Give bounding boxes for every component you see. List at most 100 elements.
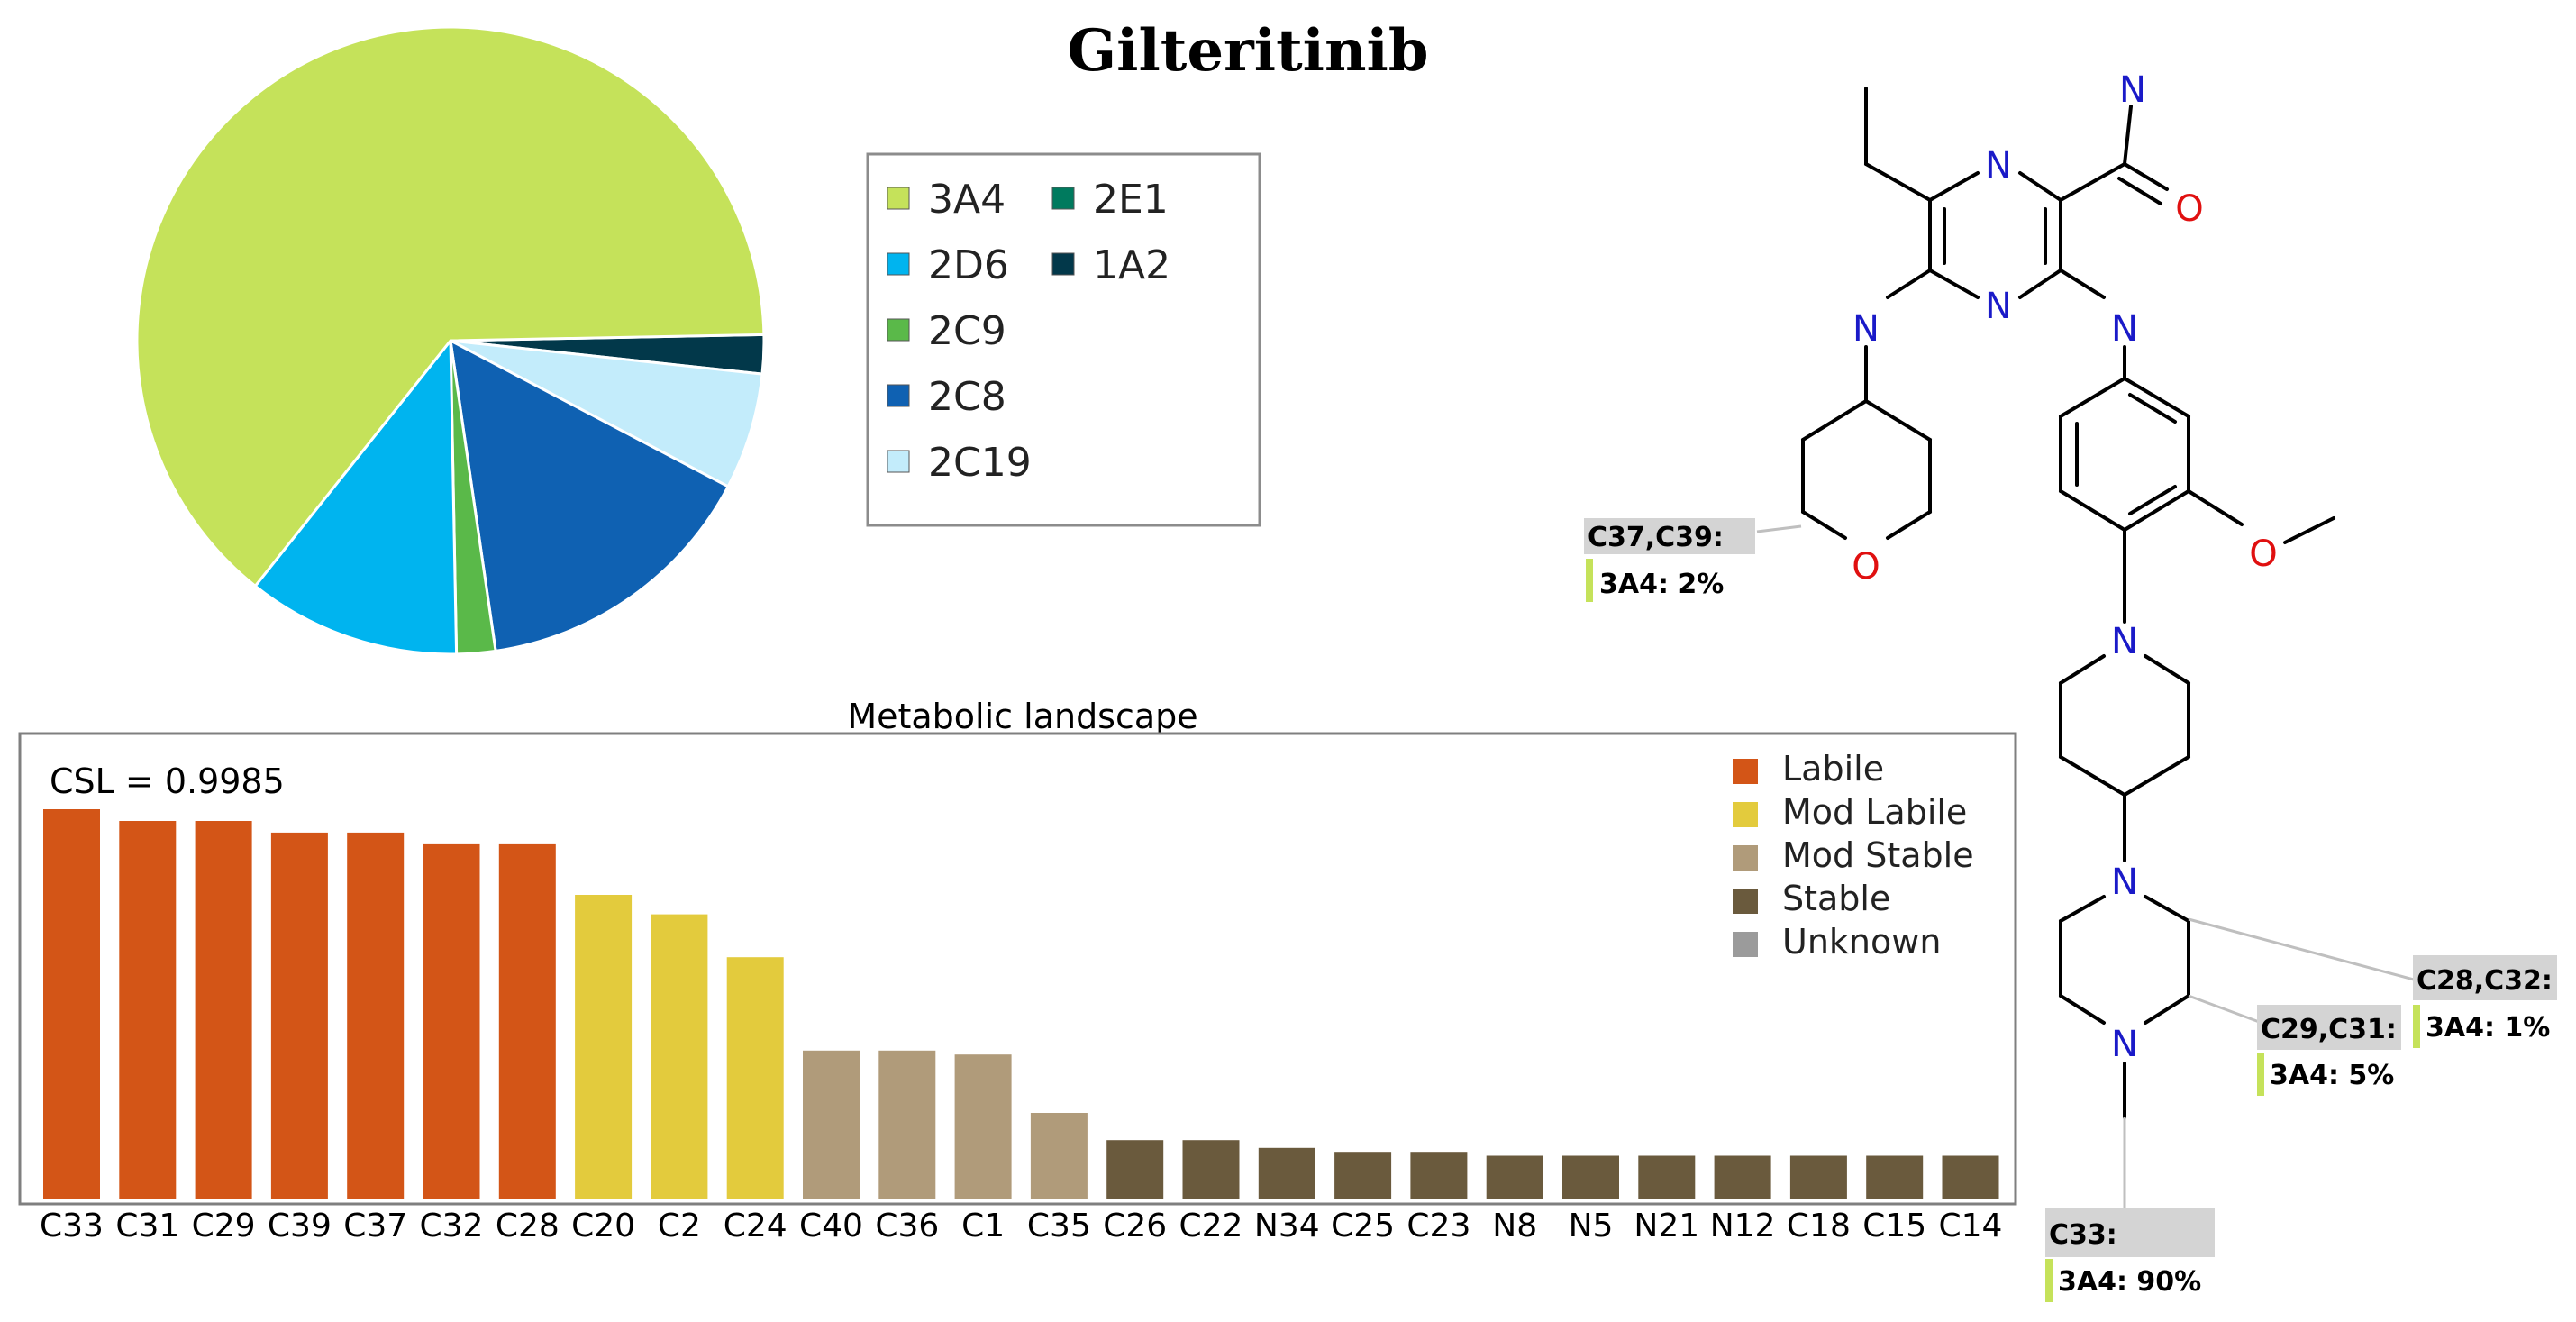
som-value: 3A4: 2% [1599,569,1724,600]
bar-tick-label: C2 [658,1208,701,1245]
som-label-c29-c31: C29,C31: 3A4: 5% [2257,1005,2401,1096]
legend-swatch-2c19 [887,450,910,473]
legend-swatch-2d6 [887,252,910,276]
bar-c2 [651,914,708,1199]
bar-n34 [1258,1147,1315,1199]
bar-c29 [195,821,252,1199]
bar-tick-label: C18 [1787,1208,1851,1245]
bar-tick-label: C23 [1406,1208,1470,1245]
bar-n12 [1714,1155,1771,1199]
som-site: C28,C32: [2417,965,2553,997]
bar-c22 [1182,1140,1240,1199]
som-site: C33: [2049,1219,2117,1251]
bar-tick-label: C32 [420,1208,484,1245]
bar-series: C33 C31 C29 C39 C37 C32 C28 C20 C2 C24 C40 C36 C1 C35… [40,809,2002,1245]
legend-swatch-2c9 [887,318,910,342]
atom-n-amide: N [2119,69,2146,111]
bar-tick-label: C29 [192,1208,256,1245]
bar-tick-label: C37 [343,1208,407,1245]
som-label-c28-c32: C28,C32: 3A4: 1% [2413,955,2557,1048]
atom-n-ring-top: N [1985,145,2012,187]
bar-tick-label: C26 [1103,1208,1167,1245]
som-value: 3A4: 90% [2058,1266,2201,1298]
legend-label-1a2: 1A2 [1093,242,1170,288]
legend-label-2e1: 2E1 [1093,177,1169,223]
atom-n-piperazine-bottom: N [2111,1024,2138,1065]
legend-label-mod-labile: Mod Labile [1782,792,1967,832]
bar-tick-label: N34 [1254,1208,1320,1245]
site-callout-lines [1756,524,2425,1212]
bar-c39 [270,832,328,1199]
molecule-atom-labels: N N N O N N O O N N N [1852,69,2277,1065]
bar-c25 [1334,1152,1392,1199]
legend-label-labile: Labile [1782,749,1884,789]
som-site: C37,C39: [1588,522,1724,553]
bar-c37 [347,832,405,1199]
bar-c35 [1030,1113,1088,1199]
molecule-structure [1801,87,2335,1119]
atom-n-left-amine: N [1852,308,1880,350]
bar-tick-label: C28 [496,1208,560,1245]
atom-n-ring-bottom: N [1985,286,2012,327]
atom-n-piperidine: N [2111,621,2138,662]
bar-c15 [1866,1155,1924,1199]
pie-slice-3a4 [135,25,766,588]
legend-swatch-stable [1733,889,1758,914]
bar-c23 [1410,1152,1468,1199]
legend-swatch-3a4 [887,187,910,210]
bar-tick-label: N8 [1492,1208,1537,1245]
legend-label-mod-stable: Mod Stable [1782,835,1974,875]
legend-label-2c8: 2C8 [928,374,1006,420]
pie-legend: 3A4 2D6 2C9 2C8 2C19 2E1 1A2 [866,152,1261,527]
bar-tick-label: C14 [1939,1208,2003,1245]
legend-swatch-labile [1733,759,1758,784]
legend-swatch-2e1 [1051,187,1075,210]
bar-c40 [803,1050,860,1199]
bar-n5 [1562,1155,1619,1199]
legend-label-2c9: 2C9 [928,308,1006,354]
bar-tick-label: C31 [115,1208,179,1245]
bar-c36 [878,1050,936,1199]
bar-tick-label: C33 [40,1208,104,1245]
legend-label-stable: Stable [1782,879,1890,918]
bar-c14 [1942,1155,1999,1199]
legend-swatch-mod-stable [1733,845,1758,871]
legend-swatch-1a2 [1051,252,1075,276]
som-label-c37-c39: C37,C39: 3A4: 2% [1584,518,1755,602]
bar-tick-label: C20 [571,1208,635,1245]
legend-swatch-mod-labile [1733,802,1758,827]
som-site: C29,C31: [2261,1014,2397,1045]
bar-c33 [43,809,100,1199]
bar-tick-label: C36 [875,1208,939,1245]
legend-swatch-2c8 [887,384,910,407]
bar-chart-title: Metabolic landscape [847,697,1197,736]
pie-slice-2d6 [253,336,459,656]
legend-label-2c19: 2C19 [928,440,1032,486]
bar-c28 [498,843,556,1199]
bar-c20 [575,895,633,1199]
bar-tick-label: C25 [1331,1208,1395,1245]
bar-tick-label: N21 [1634,1208,1699,1245]
bar-n8 [1486,1155,1543,1199]
bar-n21 [1638,1155,1696,1199]
bar-c24 [726,957,784,1199]
atom-n-right-amine: N [2111,308,2138,350]
atom-n-piperazine-top: N [2111,862,2138,903]
figure-title: Gilteritinib [1067,17,1428,85]
legend-label-unknown: Unknown [1782,922,1941,962]
legend-label-2d6: 2D6 [928,242,1009,288]
bar-tick-label: N12 [1710,1208,1776,1245]
atom-o-amide: O [2175,188,2203,230]
atom-o-methoxy: O [2249,533,2277,575]
bar-tick-label: C24 [724,1208,787,1245]
bar-c31 [119,821,177,1199]
bar-tick-label: C39 [268,1208,332,1245]
bar-tick-label: N5 [1569,1208,1614,1245]
bar-tick-label: C15 [1862,1208,1926,1245]
bar-c18 [1789,1155,1847,1199]
legend-label-3a4: 3A4 [928,177,1006,223]
pie-slice-2c8 [449,338,731,653]
csl-annotation: CSL = 0.9985 [50,761,285,801]
bar-tick-label: C22 [1179,1208,1243,1245]
